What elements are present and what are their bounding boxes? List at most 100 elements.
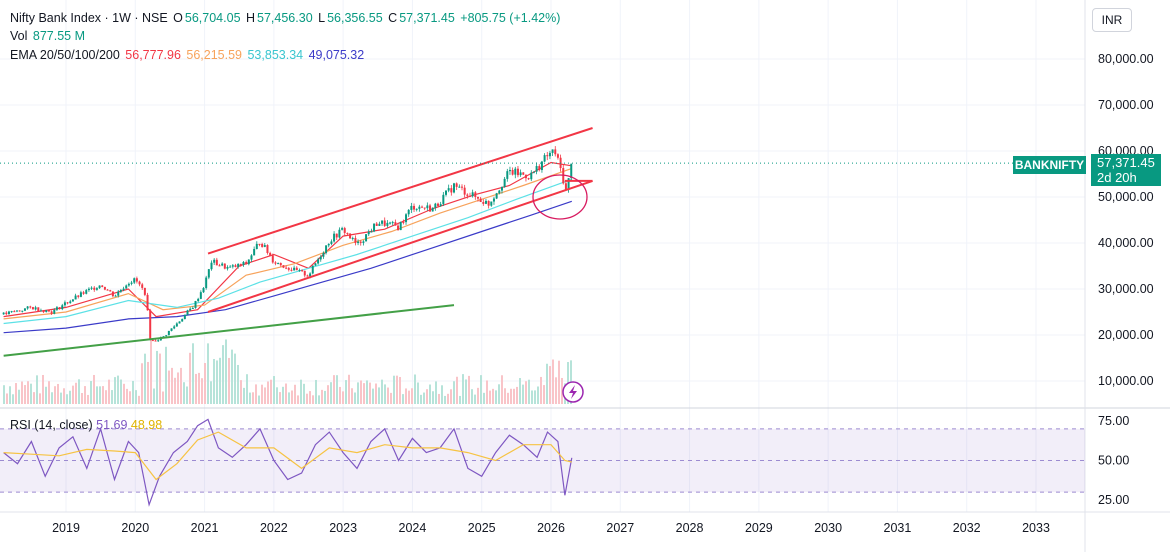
low-value: 56,356.55 [327,11,383,25]
volume-bar [87,394,89,404]
candle-body [58,307,61,310]
candle-body [399,221,402,231]
candle-body [373,223,376,232]
volume-bar [180,367,182,404]
candle-body [50,311,53,314]
volume-bar [513,388,515,404]
volume-bar [435,381,437,404]
volume-bar [21,381,23,404]
candle-body [495,193,498,199]
volume-bar [270,379,272,404]
channel-lower [207,179,593,313]
candle-body [255,243,258,249]
volume-bar [477,387,479,404]
candle-body [31,307,34,310]
candle-body [492,198,495,202]
candle-body [125,285,128,289]
candle-body [405,214,408,223]
volume-bar [474,394,476,404]
time-tick-label: 2033 [1022,521,1050,535]
volume-bar [438,393,440,404]
volume-legend[interactable]: Vol 877.55 M [10,28,87,44]
rsi-line [3,418,573,507]
candle-body [503,178,506,188]
candle-body [311,265,314,274]
candle-body [287,268,290,270]
volume-bar [318,395,320,404]
candle-body [13,311,16,313]
candle-body [391,222,394,224]
ema-line-ema50 [3,167,572,320]
candle-body [471,192,474,197]
candle-body [178,321,181,324]
candle-body [535,166,538,172]
volume-bar [312,395,314,404]
candle-body [266,245,269,253]
volume-bar [405,388,407,404]
candle-body [53,309,56,314]
lightning-icon[interactable] [562,381,584,403]
candle-body [74,295,77,300]
candle-body [146,294,149,311]
volume-bar [459,395,461,404]
volume-bar [273,376,275,404]
volume-bar [414,374,416,404]
candle-body [522,172,525,175]
volume-bar [189,352,191,404]
candle-body [500,187,503,191]
volume-bar [156,350,158,404]
candle-body [418,206,421,209]
candle-body [317,259,320,264]
candle-body [111,291,114,297]
ema200-value: 49,075.32 [308,48,365,62]
volume-bar [501,375,503,404]
volume-bar [333,375,335,404]
volume-bar [45,386,47,404]
candle-body [423,207,426,209]
volume-bar [522,384,524,404]
volume-bar [441,385,443,404]
candle-body [170,328,173,331]
candle-body [527,178,530,180]
candle-body [437,203,440,206]
rsi-legend[interactable]: RSI (14, close) 51.69 48.98 [10,418,162,432]
candle-body [290,269,293,271]
time-tick-label: 2032 [953,521,981,535]
candle-body [303,270,306,276]
candle-body [39,310,42,312]
volume-bar [504,388,506,404]
candle-body [474,192,477,197]
volume-bar [420,394,422,404]
volume-bar [54,386,56,404]
volume-bar [111,390,113,404]
currency-button[interactable]: INR [1092,8,1132,32]
candles [2,146,573,342]
candle-body [442,194,445,205]
volume-bar [159,353,161,404]
close-label: C [388,11,398,25]
time-tick-label: 2024 [399,521,427,535]
volume-bar [387,387,389,404]
candle-body [98,285,101,289]
rsi-tick-label: 75.00 [1098,414,1129,428]
ema20-value: 56,777.96 [125,48,181,62]
candle-body [47,310,50,312]
ema-legend[interactable]: EMA 20/50/100/200 56,777.96 56,215.59 53… [10,47,366,63]
candle-body [506,171,509,179]
volume-bar [402,394,404,404]
candle-body [375,223,378,226]
high-value: 57,456.30 [257,11,313,25]
candle-body [223,263,226,269]
lightning-icon-bolt [569,385,577,399]
candle-body [218,265,221,267]
volume-bar [120,379,122,404]
volume-bar [60,392,62,404]
volume-bar [129,391,131,404]
candle-body [127,283,130,286]
candle-body [309,273,312,277]
candle-body [109,290,112,292]
candle-body [362,241,365,243]
symbol-title[interactable]: Nifty Bank Index · 1W · NSE [10,11,168,25]
rsi-ma-value: 48.98 [130,418,163,432]
